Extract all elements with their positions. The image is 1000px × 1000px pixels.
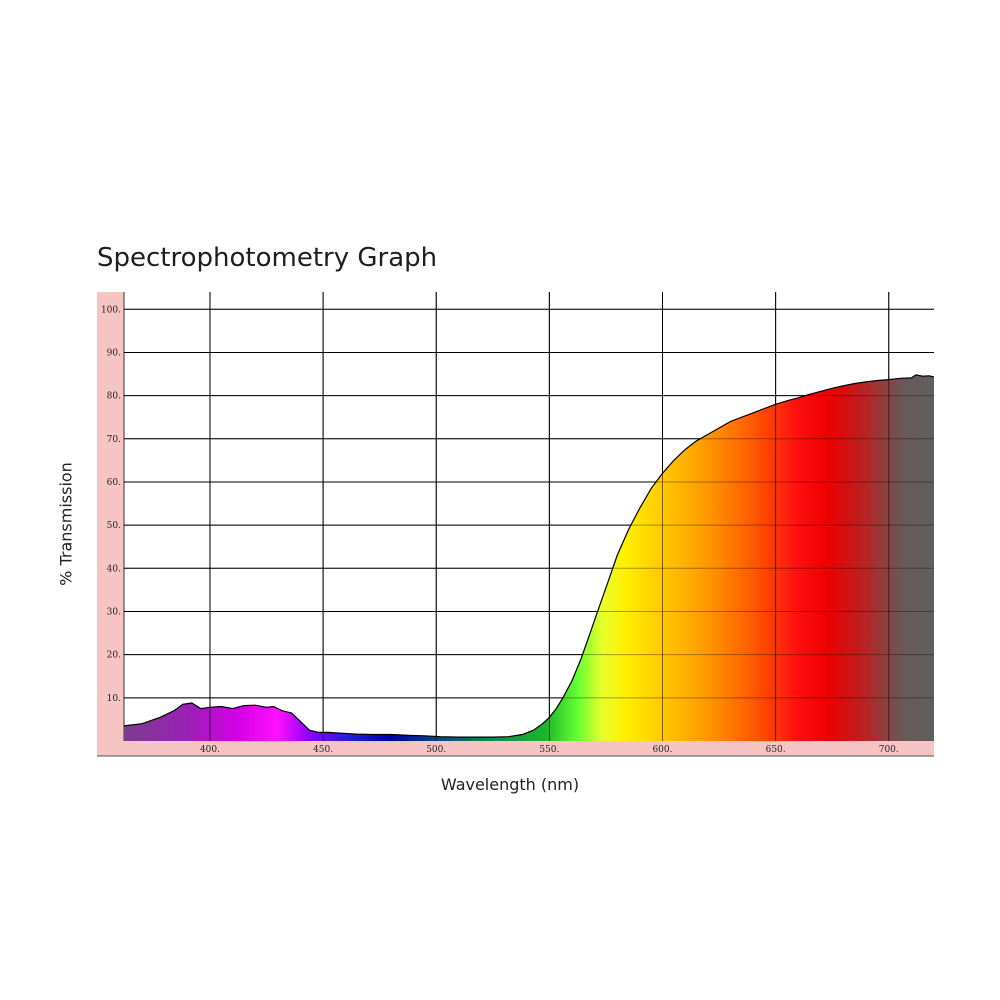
y-axis-band — [97, 292, 124, 756]
y-tick-label: 90. — [107, 348, 121, 358]
x-tick-label: 550. — [539, 745, 559, 755]
x-axis-band — [97, 741, 934, 756]
transmission-line — [123, 374, 935, 738]
x-tick-label: 450. — [313, 745, 333, 755]
y-tick-label: 50. — [107, 521, 121, 531]
y-tick-label: 60. — [107, 478, 121, 488]
chart-title: Spectrophotometry Graph — [97, 243, 438, 273]
x-tick-label: 700. — [879, 745, 899, 755]
x-tick-label: 500. — [426, 745, 446, 755]
y-tick-label: 40. — [107, 564, 121, 574]
transmission-area — [124, 374, 934, 741]
x-tick-label: 400. — [200, 745, 220, 755]
x-tick-label: 650. — [766, 745, 786, 755]
x-axis-label: Wavelength (nm) — [440, 775, 580, 794]
y-tick-label: 100. — [101, 305, 121, 315]
y-tick-label: 70. — [107, 435, 121, 445]
y-tick-label: 30. — [107, 607, 121, 617]
y-tick-label: 80. — [107, 392, 121, 402]
y-tick-label: 10. — [107, 694, 121, 704]
y-tick-label: 20. — [107, 651, 121, 661]
x-tick-label: 600. — [652, 745, 672, 755]
